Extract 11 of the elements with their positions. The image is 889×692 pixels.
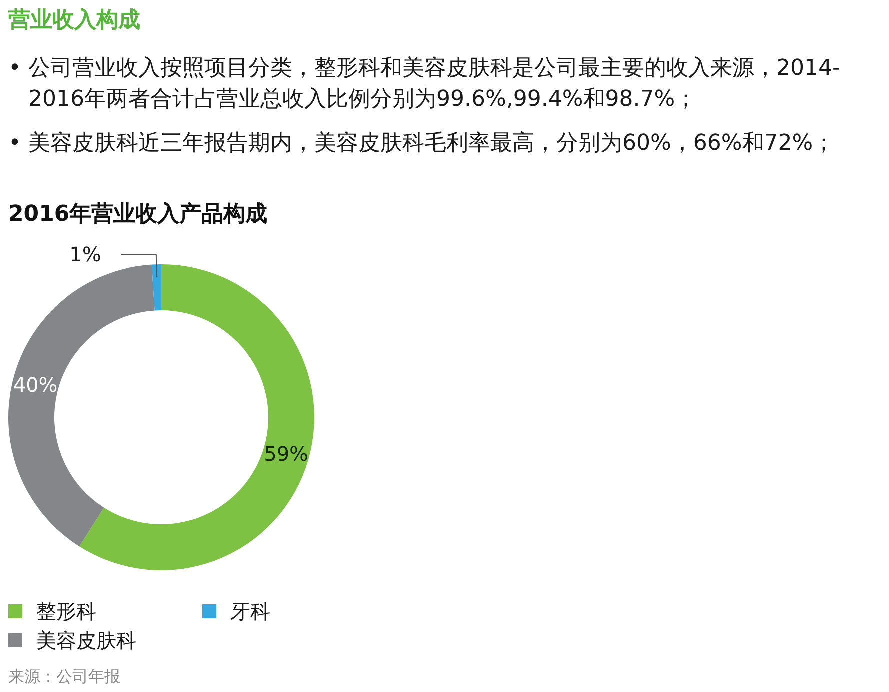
chart-subtitle: 2016年营业收入产品构成 — [8, 201, 268, 227]
source-note: 来源：公司年报 — [8, 667, 120, 686]
data-label: 59% — [264, 442, 309, 466]
chart-title: 营业收入构成 — [8, 8, 140, 33]
text: • 美容皮肤科近三年报告期内，美容皮肤科毛利率最高，分别为60%，66%和72%； — [8, 131, 836, 156]
legend-label: 牙科 — [230, 600, 270, 624]
data-label: 40% — [13, 373, 58, 398]
data-label: 1% — [70, 242, 102, 267]
legend-label: 美容皮肤科 — [36, 628, 136, 652]
text: • 公司营业收入按照项目分类，整形科和美容皮肤科是公司最主要的收入来源，2014-2016年两者合计占营业总收入比例分别为99.6%,99.4%和98.7%； — [8, 56, 840, 112]
legend-label: 整形科 — [36, 600, 96, 624]
